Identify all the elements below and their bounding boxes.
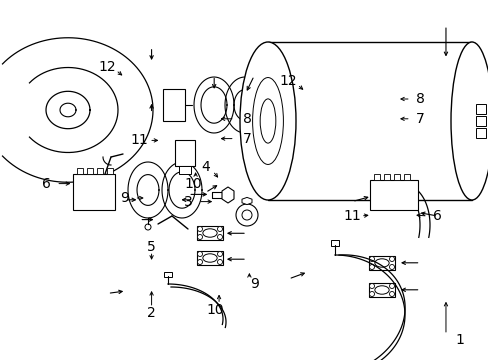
Ellipse shape <box>240 42 295 200</box>
Bar <box>475 128 485 138</box>
Bar <box>393 174 399 180</box>
Bar <box>368 283 394 297</box>
Text: 6: 6 <box>432 209 441 223</box>
Circle shape <box>217 234 222 239</box>
Text: 4: 4 <box>201 161 209 174</box>
Text: 11: 11 <box>343 209 360 223</box>
Text: 8: 8 <box>415 92 424 106</box>
Bar <box>163 272 172 277</box>
Text: 10: 10 <box>206 303 224 316</box>
Circle shape <box>236 204 258 226</box>
Ellipse shape <box>374 259 388 267</box>
Bar <box>97 168 103 174</box>
Text: 10: 10 <box>184 177 202 190</box>
Circle shape <box>217 226 222 231</box>
Text: 12: 12 <box>279 74 297 88</box>
Bar <box>197 251 223 265</box>
Text: 6: 6 <box>42 177 51 190</box>
Bar <box>77 168 83 174</box>
Circle shape <box>197 260 202 265</box>
Bar <box>163 89 185 121</box>
Circle shape <box>197 252 202 256</box>
Text: 3: 3 <box>183 195 192 208</box>
Text: 2: 2 <box>147 306 156 320</box>
Bar <box>475 116 485 126</box>
Text: 9: 9 <box>249 278 258 291</box>
Text: 11: 11 <box>130 134 148 147</box>
Bar <box>475 104 485 114</box>
Circle shape <box>197 226 202 231</box>
Circle shape <box>145 224 151 230</box>
Text: 1: 1 <box>454 333 463 347</box>
Circle shape <box>389 284 394 288</box>
Circle shape <box>369 284 374 288</box>
Text: 5: 5 <box>147 240 156 253</box>
Bar <box>197 226 223 240</box>
Ellipse shape <box>203 254 217 262</box>
Circle shape <box>242 139 247 145</box>
Bar <box>403 174 409 180</box>
Circle shape <box>217 260 222 265</box>
Bar <box>369 180 417 210</box>
Text: 8: 8 <box>242 112 251 126</box>
Text: 9: 9 <box>120 191 129 205</box>
Circle shape <box>369 292 374 297</box>
Bar <box>383 174 389 180</box>
Bar <box>368 256 394 270</box>
Bar <box>107 168 113 174</box>
Circle shape <box>389 292 394 297</box>
Circle shape <box>389 256 394 261</box>
Ellipse shape <box>203 229 217 237</box>
Circle shape <box>369 265 374 270</box>
Text: 12: 12 <box>99 60 116 73</box>
Bar <box>175 140 195 166</box>
Polygon shape <box>222 187 234 203</box>
Bar <box>73 174 115 210</box>
Circle shape <box>369 256 374 261</box>
Circle shape <box>197 234 202 239</box>
Bar <box>373 174 379 180</box>
Bar <box>179 166 191 174</box>
Circle shape <box>389 265 394 270</box>
Circle shape <box>217 252 222 256</box>
Ellipse shape <box>374 286 388 294</box>
Polygon shape <box>242 197 251 204</box>
Bar <box>330 240 338 246</box>
Text: 7: 7 <box>415 112 424 126</box>
Ellipse shape <box>450 42 488 200</box>
Text: 7: 7 <box>242 132 251 145</box>
Bar <box>87 168 93 174</box>
